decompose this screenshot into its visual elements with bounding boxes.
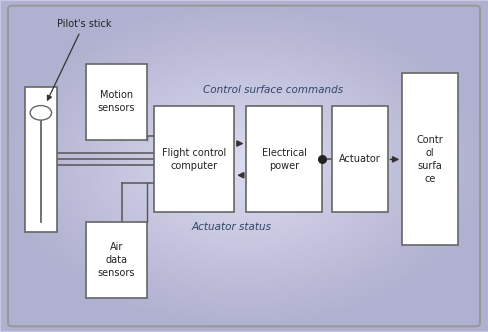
FancyBboxPatch shape (246, 107, 322, 212)
Text: Electrical
power: Electrical power (262, 148, 306, 171)
FancyBboxPatch shape (154, 107, 234, 212)
FancyBboxPatch shape (86, 222, 147, 298)
FancyBboxPatch shape (402, 73, 458, 245)
Text: Control surface commands: Control surface commands (203, 85, 343, 95)
Text: Pilot's stick: Pilot's stick (47, 19, 111, 100)
Text: Actuator status: Actuator status (192, 222, 272, 232)
FancyBboxPatch shape (25, 87, 57, 232)
Text: Flight control
computer: Flight control computer (162, 148, 226, 171)
Circle shape (30, 106, 52, 120)
Text: Air
data
sensors: Air data sensors (98, 242, 135, 279)
FancyBboxPatch shape (86, 63, 147, 139)
Text: Actuator: Actuator (339, 154, 381, 164)
Text: Contr
ol
surfa
ce: Contr ol surfa ce (417, 134, 444, 184)
FancyBboxPatch shape (331, 107, 387, 212)
Text: Motion
sensors: Motion sensors (98, 90, 135, 113)
